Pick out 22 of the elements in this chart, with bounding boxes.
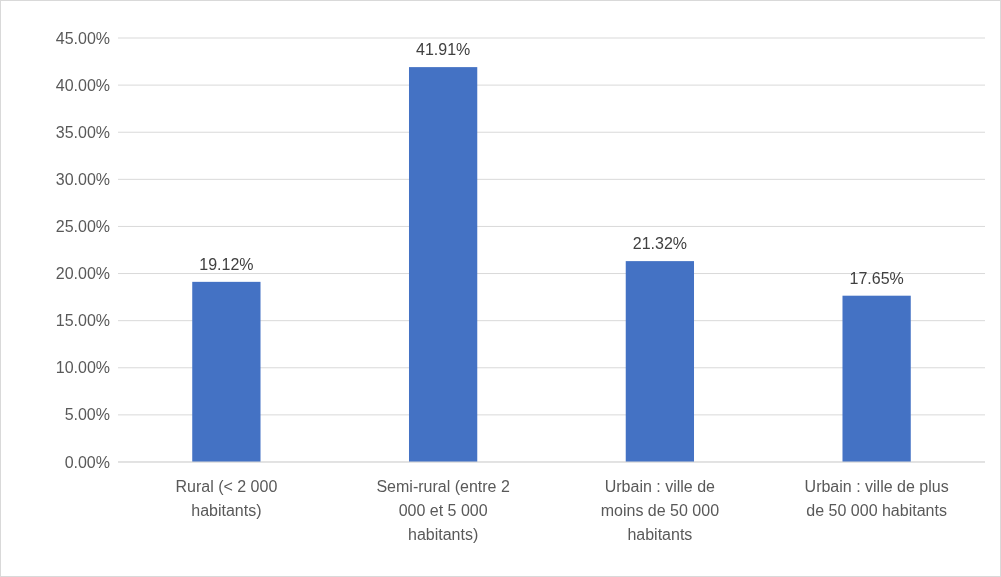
y-tick-label: 5.00%: [64, 406, 110, 424]
y-tick-label: 45.00%: [55, 29, 110, 47]
data-label: 41.91%: [415, 41, 471, 59]
y-tick-label: 0.00%: [64, 453, 110, 471]
x-tick-label: Semi-rural (entre 2 000 et 5 000 habitants): [376, 478, 510, 543]
y-tick-label: 20.00%: [55, 265, 110, 283]
bar: [192, 281, 261, 462]
bar: [625, 261, 695, 462]
y-tick-label: 15.00%: [55, 312, 110, 330]
x-tick-label: Urbain : ville de moins de 50 000 habitants: [600, 478, 720, 543]
data-label: 21.32%: [632, 235, 688, 253]
y-tick-label: 10.00%: [55, 359, 110, 377]
bar: [842, 295, 911, 462]
bar: [408, 67, 478, 462]
x-tick-label: Urbain : ville de plus de 50 000 habitants: [804, 478, 949, 519]
y-tick-label: 30.00%: [55, 170, 110, 188]
data-label: 19.12%: [199, 255, 254, 273]
y-tick-label: 25.00%: [55, 218, 110, 236]
x-tick-label: Rural (< 2 000 habitants): [175, 478, 278, 519]
data-label: 17.65%: [849, 269, 904, 287]
y-tick-label: 40.00%: [55, 76, 110, 94]
y-tick-label: 35.00%: [55, 123, 110, 141]
